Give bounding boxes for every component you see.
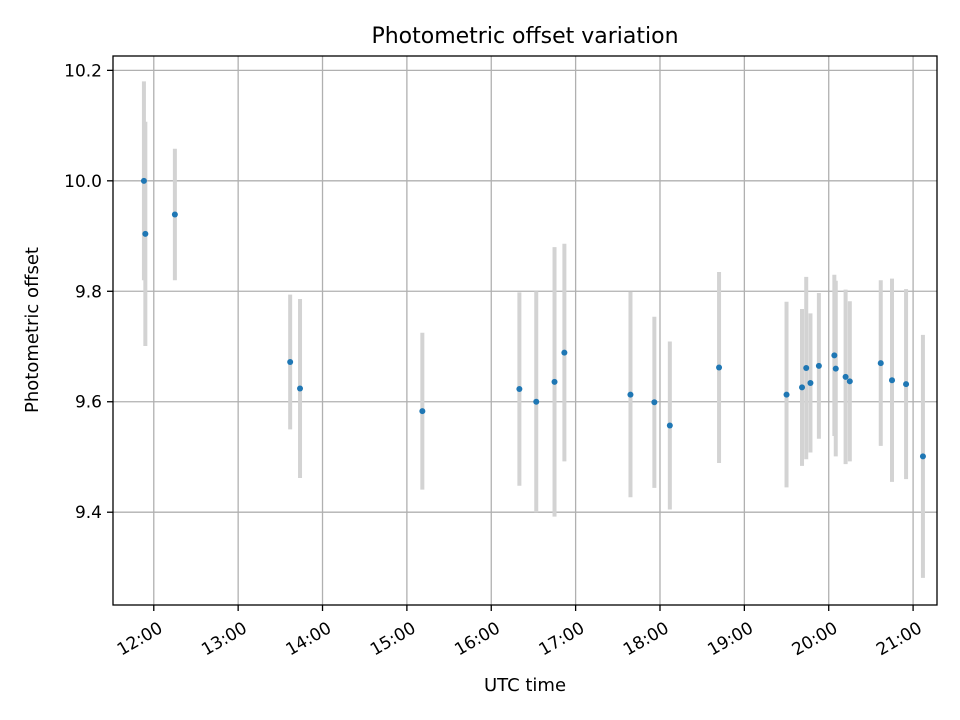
data-point: [140, 177, 147, 184]
data-point: [142, 230, 149, 237]
y-tick-label: 9.6: [75, 393, 102, 413]
y-tick-label: 10.0: [64, 172, 102, 192]
data-point: [815, 362, 822, 369]
x-tick-label: 12:00: [114, 618, 166, 660]
y-tick-label: 9.8: [75, 282, 102, 302]
data-point: [783, 391, 790, 398]
data-point: [666, 422, 673, 429]
data-point: [716, 364, 723, 371]
data-point: [903, 381, 910, 388]
data-point: [287, 358, 294, 365]
data-point: [889, 377, 896, 384]
data-point: [919, 453, 926, 460]
data-point: [846, 378, 853, 385]
grid: [113, 56, 937, 605]
x-tick-label: 16:00: [451, 618, 503, 660]
x-axis-label: UTC time: [484, 675, 566, 696]
x-tick-label: 17:00: [536, 618, 588, 660]
x-tick-label: 20:00: [789, 618, 841, 660]
error-bars: [141, 81, 925, 578]
data-point: [533, 398, 540, 405]
data-point: [419, 408, 426, 415]
data-point: [807, 379, 814, 386]
x-tick-label: 15:00: [367, 618, 419, 660]
data-point: [842, 373, 849, 380]
data-point: [831, 352, 838, 359]
axis-ticks: 12:00 13:00 14:00 15:00 16:00 17:00 18:00 19:00…: [64, 61, 925, 660]
y-axis-label: Photometric offset: [22, 247, 43, 413]
y-tick-label: 9.4: [75, 503, 102, 523]
data-point: [877, 360, 884, 367]
x-tick-label: 19:00: [704, 618, 756, 660]
x-tick-label: 13:00: [198, 618, 250, 660]
x-tick-label: 21:00: [873, 618, 925, 660]
data-point: [561, 349, 568, 356]
data-point: [551, 378, 558, 385]
data-point: [803, 365, 810, 372]
data-point: [297, 385, 304, 392]
data-point: [651, 399, 658, 406]
data-points: [140, 177, 926, 460]
data-point: [627, 391, 634, 398]
y-tick-label: 10.2: [64, 61, 102, 81]
chart-title: Photometric offset variation: [371, 24, 678, 49]
data-point: [832, 365, 839, 372]
x-tick-label: 14:00: [283, 618, 335, 660]
x-tick-label: 18:00: [620, 618, 672, 660]
data-point: [171, 211, 178, 218]
plot-frame: [112, 55, 938, 606]
data-point: [799, 384, 806, 391]
data-point: [516, 386, 523, 393]
